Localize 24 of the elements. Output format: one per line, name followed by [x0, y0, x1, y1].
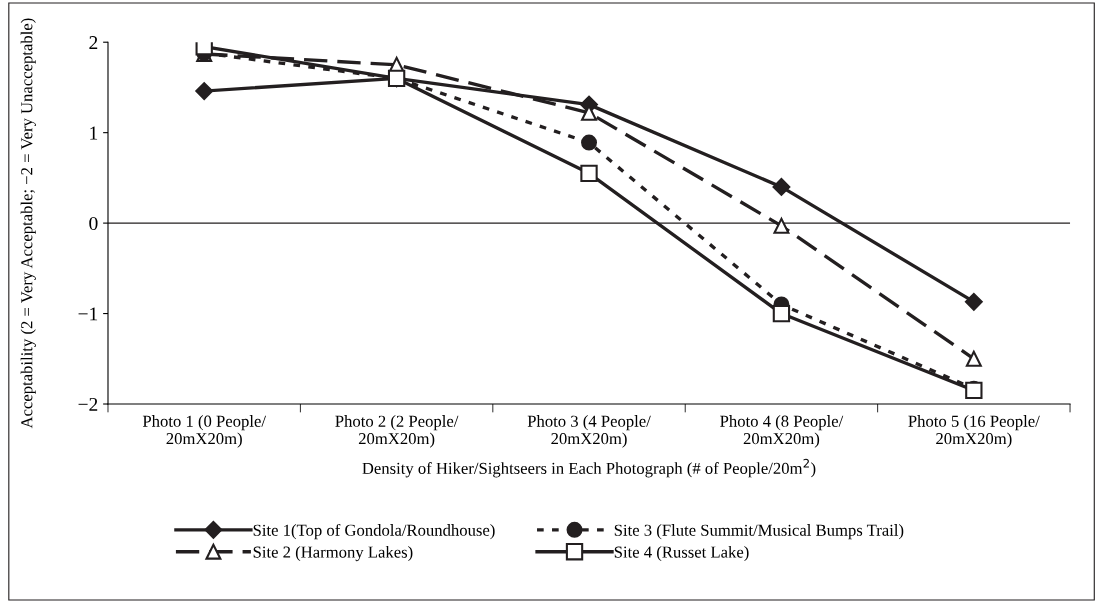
point [581, 134, 597, 151]
x-tick-label: Photo 5 (16 People/ 20mX20m) [908, 415, 1040, 448]
x-axis-title: Density of Hiker/Sightseers in Each Photograph (# of People/20m$^{2}$) [362, 458, 816, 478]
y-axis-title: Acceptability (2 = Very Acceptable; −2 = Very Unacceptable) [20, 18, 36, 429]
point [773, 217, 790, 234]
y-tick-label: 2 [89, 36, 98, 49]
legend-label: Site 4 (Russet Lake) [614, 545, 749, 562]
y-tick-label: 0 [89, 216, 98, 231]
x-tick-label: Photo 4 (8 People/ 20mX20m) [720, 415, 844, 448]
x-tick-label: Photo 3 (4 People/ 20mX20m) [527, 415, 651, 448]
point [580, 164, 598, 183]
point [964, 292, 983, 311]
x-tick-label: Photo 1 (0 People/ 20mX20m) [142, 415, 267, 448]
point [772, 304, 791, 323]
legend-label: Site 3 (Flute Summit/Musical Bumps Trail) [614, 524, 904, 540]
y-tick-label: −1 [78, 307, 98, 321]
x-tick-label: Photo 2 (2 People/ 20mX20m) [335, 415, 459, 448]
y-tick-label: −2 [78, 397, 98, 411]
y-tick-label: 1 [90, 126, 98, 140]
point [195, 82, 214, 100]
point [772, 178, 791, 196]
legend-label: Site 2 (Harmony Lakes) [253, 545, 413, 562]
legend-label: Site 1(Top of Gondola/Roundhouse) [253, 523, 495, 540]
point [965, 350, 982, 367]
